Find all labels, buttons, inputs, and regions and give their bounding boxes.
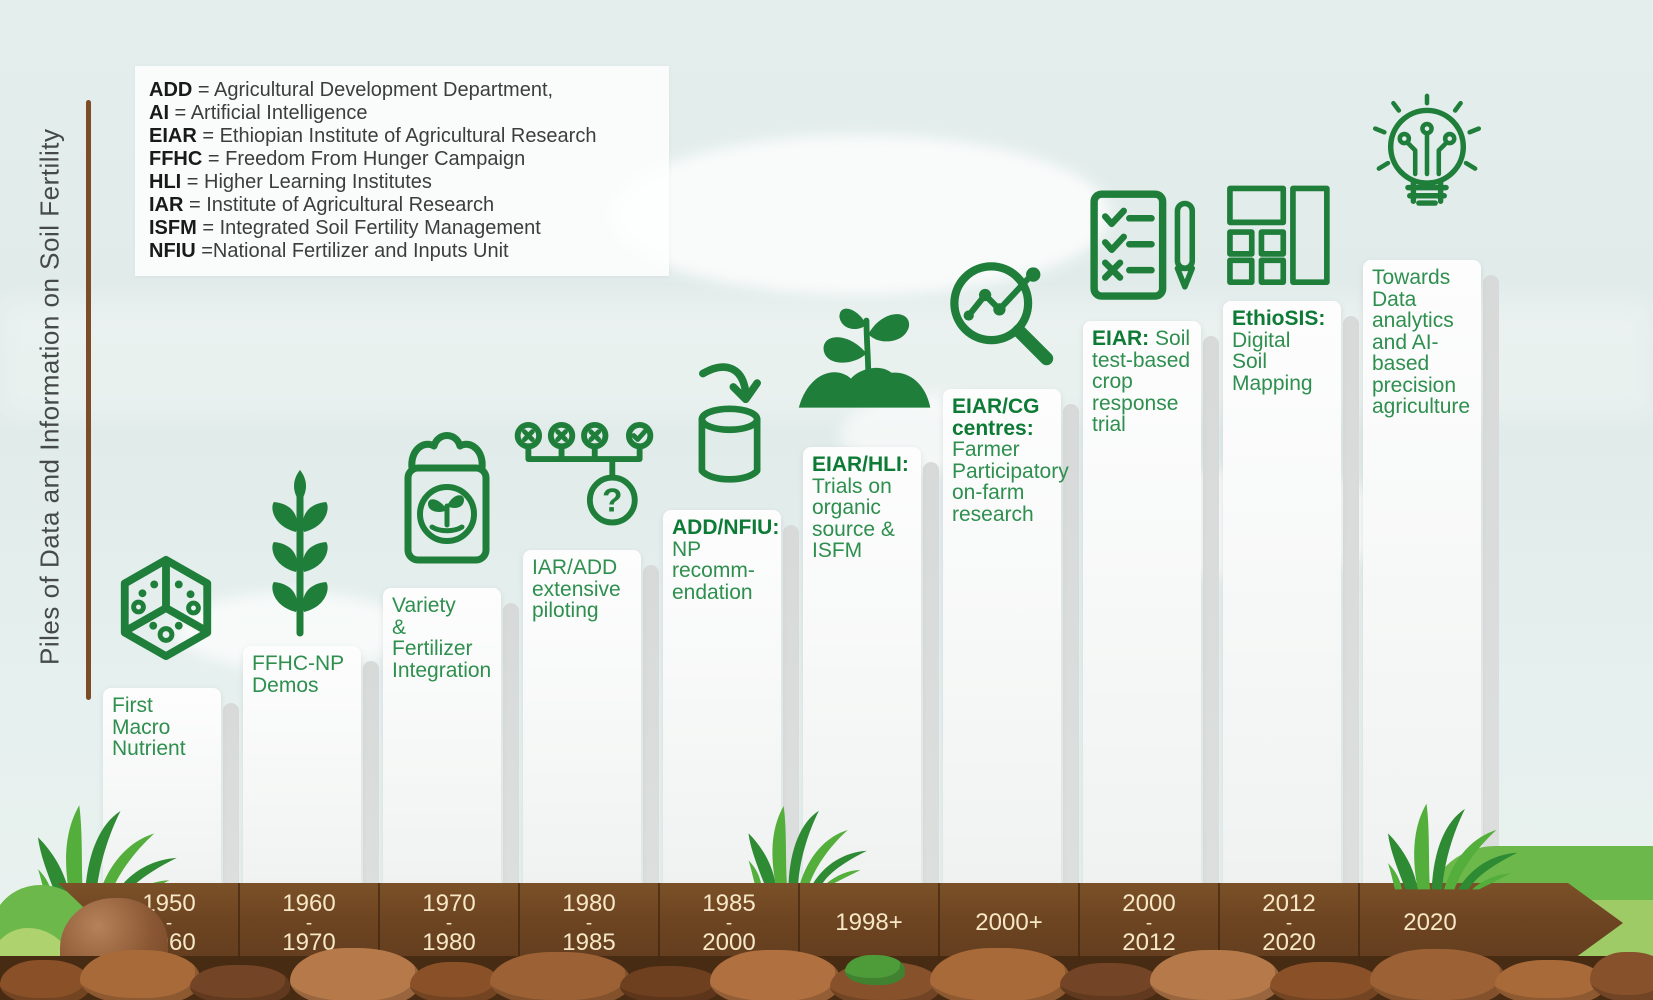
timeline-period: 2012-2020	[1220, 883, 1360, 963]
milestone-label: EIAR: Soil test-based crop response tria…	[1092, 327, 1191, 436]
timeline: 1950-1960 1960-1970 1970-1980 1980-1985 1985…	[100, 883, 1500, 963]
bar-side-shadow	[363, 661, 379, 890]
soil-strip	[0, 948, 1653, 1000]
pebble	[1370, 949, 1505, 1000]
pebble	[0, 960, 90, 1000]
pebble	[1270, 962, 1380, 1000]
milestone-bar: EthioSIS: Digital Soil Mapping	[1223, 301, 1341, 890]
milestone-bar: Towards Data analytics and AI- based pre…	[1363, 260, 1481, 890]
legend-line: FFHC = Freedom From Hunger Campaign	[149, 148, 526, 170]
pebble	[410, 962, 500, 1000]
fertilizer-bag-icon	[404, 432, 490, 564]
milestone-label: EIAR/CG centres: Farmer Participatory on…	[952, 395, 1069, 526]
legend-line: EIAR = Ethiopian Institute of Agricultur…	[149, 125, 597, 147]
milestone-bar: EIAR/HLI: Trials on organic source & ISF…	[803, 447, 921, 890]
wheat-icon	[272, 470, 328, 637]
pebble	[490, 952, 630, 1000]
pebble	[1495, 960, 1605, 1000]
bar-side-shadow	[1483, 275, 1499, 890]
legend-line: IAR = Institute of Agricultural Research	[149, 194, 495, 216]
svg-text:?: ?	[602, 483, 622, 520]
milestone-label: Towards Data analytics and AI- based pre…	[1372, 266, 1471, 418]
y-axis-label: Piles of Data and Information on Soil Fe…	[34, 128, 65, 666]
timeline-period: 1980-1985	[520, 883, 660, 963]
legend-line: ISFM = Integrated Soil Fertility Managem…	[149, 217, 541, 239]
cloud	[610, 135, 1110, 295]
bar-side-shadow	[783, 525, 799, 890]
pebble	[620, 966, 720, 1000]
bar-side-shadow	[223, 703, 239, 890]
timeline-period: 2020	[1403, 909, 1457, 936]
pebble	[1590, 952, 1653, 1000]
timeline-period: 1960-1970	[240, 883, 380, 963]
milestone-bar: EIAR: Soil test-based crop response tria…	[1083, 321, 1201, 890]
timeline-period: 1970-1980	[380, 883, 520, 963]
timeline-period: 1998+	[800, 883, 940, 963]
checklist-icon	[1090, 190, 1196, 300]
input-collection-icon	[698, 363, 761, 483]
milestone-label: Variety & Fertilizer Integration	[392, 594, 492, 682]
pebble	[80, 950, 200, 1000]
bar-side-shadow	[1063, 404, 1079, 890]
soil-sample-icon	[120, 555, 212, 661]
ai-bulb-icon	[1372, 93, 1482, 206]
abbreviation-legend: ADD = Agricultural Development Departmen…	[135, 66, 669, 276]
legend-line: NFIU =National Fertilizer and Inputs Uni…	[149, 240, 509, 262]
pebble	[290, 948, 420, 1000]
soil-map-grid-icon	[1227, 185, 1330, 285]
milestone-bar: FFHC-NP Demos	[243, 646, 361, 890]
pebble	[190, 965, 290, 1000]
milestone-bar: IAR/ADD extensive piloting	[523, 550, 641, 890]
trial-selection-icon: ?	[514, 421, 654, 526]
milestone-label: IAR/ADD extensive piloting	[532, 556, 621, 622]
milestone-label: FFHC-NP Demos	[252, 652, 345, 697]
seedling-icon	[798, 308, 931, 408]
pebble	[710, 950, 840, 1000]
milestone-label: First Macro Nutrient	[112, 694, 186, 760]
milestone-bar: EIAR/CG centres: Farmer Participatory on…	[943, 389, 1069, 890]
pebble	[845, 955, 905, 985]
bar-side-shadow	[1203, 336, 1219, 890]
timeline-period: 2000+	[940, 883, 1080, 963]
pebble	[930, 948, 1070, 1000]
legend-line: ADD = Agricultural Development Departmen…	[149, 79, 554, 101]
data-magnifier-icon	[950, 262, 1054, 366]
timeline-period: 2000-2012	[1080, 883, 1220, 963]
grass-tuft-icon	[748, 806, 867, 885]
milestone-bar: ADD/NFIU: NP recomm- endation	[663, 510, 781, 890]
legend-line: HLI = Higher Learning Institutes	[149, 171, 432, 193]
bar-side-shadow	[503, 603, 519, 890]
pebble	[1150, 950, 1280, 1000]
bar-side-shadow	[643, 565, 659, 890]
timeline-banner: 1950-1960 1960-1970 1970-1980 1980-1985 1985…	[58, 883, 1623, 963]
pebble	[1060, 963, 1160, 1000]
milestone-bar: Variety & Fertilizer Integration	[383, 588, 501, 890]
legend-line: AI = Artificial Intelligence	[149, 102, 368, 124]
bar-side-shadow	[923, 462, 939, 890]
timeline-period: 1985-2000	[660, 883, 800, 963]
y-axis-line	[86, 100, 91, 700]
milestone-label: EIAR/HLI: Trials on organic source & ISF…	[812, 453, 909, 562]
grass-tuft-icon	[1388, 803, 1518, 890]
milestone-label: ADD/NFIU: NP recomm- endation	[672, 516, 780, 604]
bar-side-shadow	[1343, 316, 1359, 890]
milestone-label: EthioSIS: Digital Soil Mapping	[1232, 307, 1326, 395]
